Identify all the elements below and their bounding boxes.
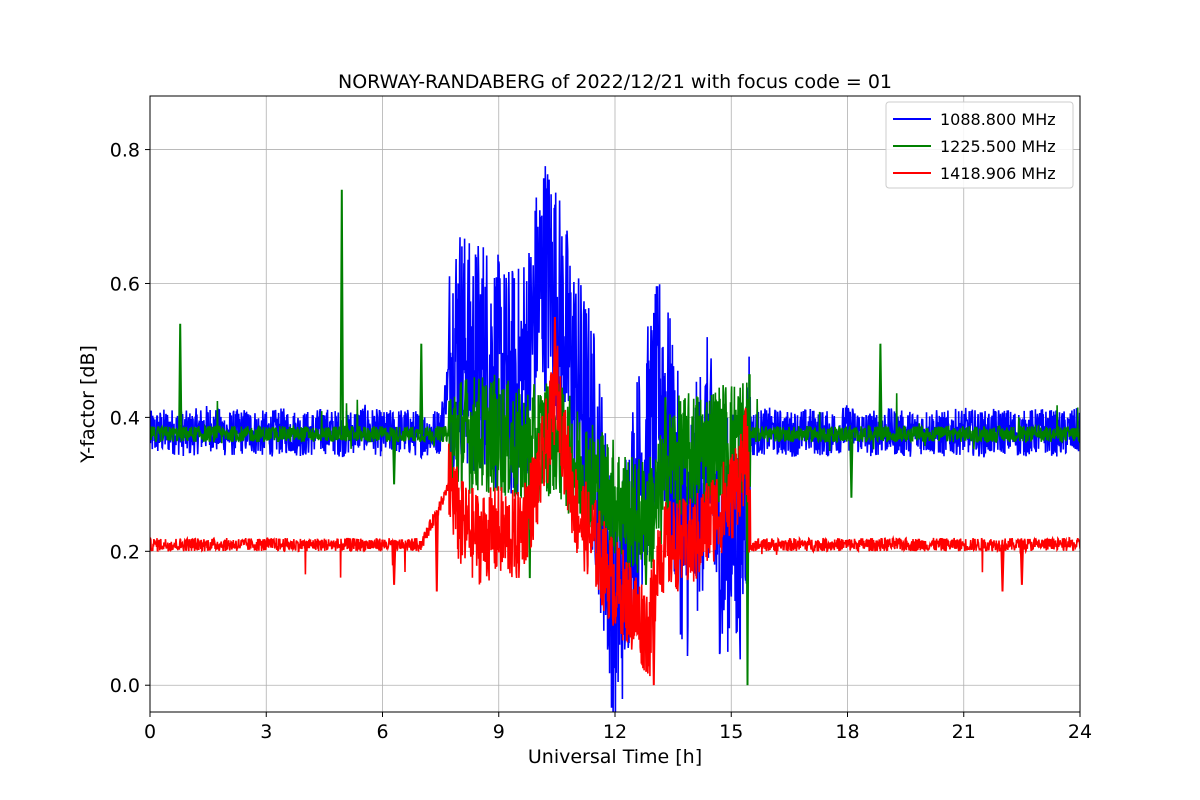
series-spike [1000,544,1005,592]
x-tick-label: 3 [260,721,272,743]
series-spike [392,434,397,485]
series-spike [849,434,854,498]
y-tick-label: 0.6 [110,273,140,295]
x-tick-label: 6 [376,721,388,743]
y-tick-label: 0.8 [110,140,140,162]
x-tick-label: 12 [603,721,627,743]
y-tick-label: 0.2 [110,541,140,563]
x-tick-label: 21 [952,721,976,743]
legend-box [885,101,1074,189]
series-line-2 [150,374,1080,573]
series-line-1 [150,166,1080,712]
series-line-3 [150,345,1080,677]
series-spike [178,323,183,435]
y-axis-title: Y-factor [dB] [77,345,99,464]
legend-label: 1418.906 MHz [940,164,1056,183]
legend-label: 1088.800 MHz [940,110,1056,129]
series-spike [1019,544,1024,585]
legend-label: 1225.500 MHz [940,137,1056,156]
x-axis-title: Universal Time [h] [528,746,702,768]
x-tick-label: 9 [493,721,505,743]
x-tick-label: 15 [719,721,743,743]
plot-area [150,166,1080,712]
series-spike [339,189,344,435]
chart-title: NORWAY-RANDABERG of 2022/12/21 with focu… [338,71,892,93]
series-layer [150,166,1080,712]
ticks-layer: 0 3 6 9 12 15 18 21 24 0.0 0.2 0.4 0.6 0.8 [110,140,1092,743]
x-tick-label: 0 [144,721,156,743]
series-spike [651,591,656,686]
y-tick-label: 0.4 [110,407,140,429]
series-spike [878,343,883,435]
series-spike [434,512,439,592]
legend: 1088.800 MHz 1225.500 MHz 1418.906 MHz [885,101,1074,189]
series-spike [419,343,424,435]
y-tick-label: 0.0 [110,675,140,697]
x-tick-label: 24 [1068,721,1092,743]
x-tick-label: 18 [835,721,859,743]
